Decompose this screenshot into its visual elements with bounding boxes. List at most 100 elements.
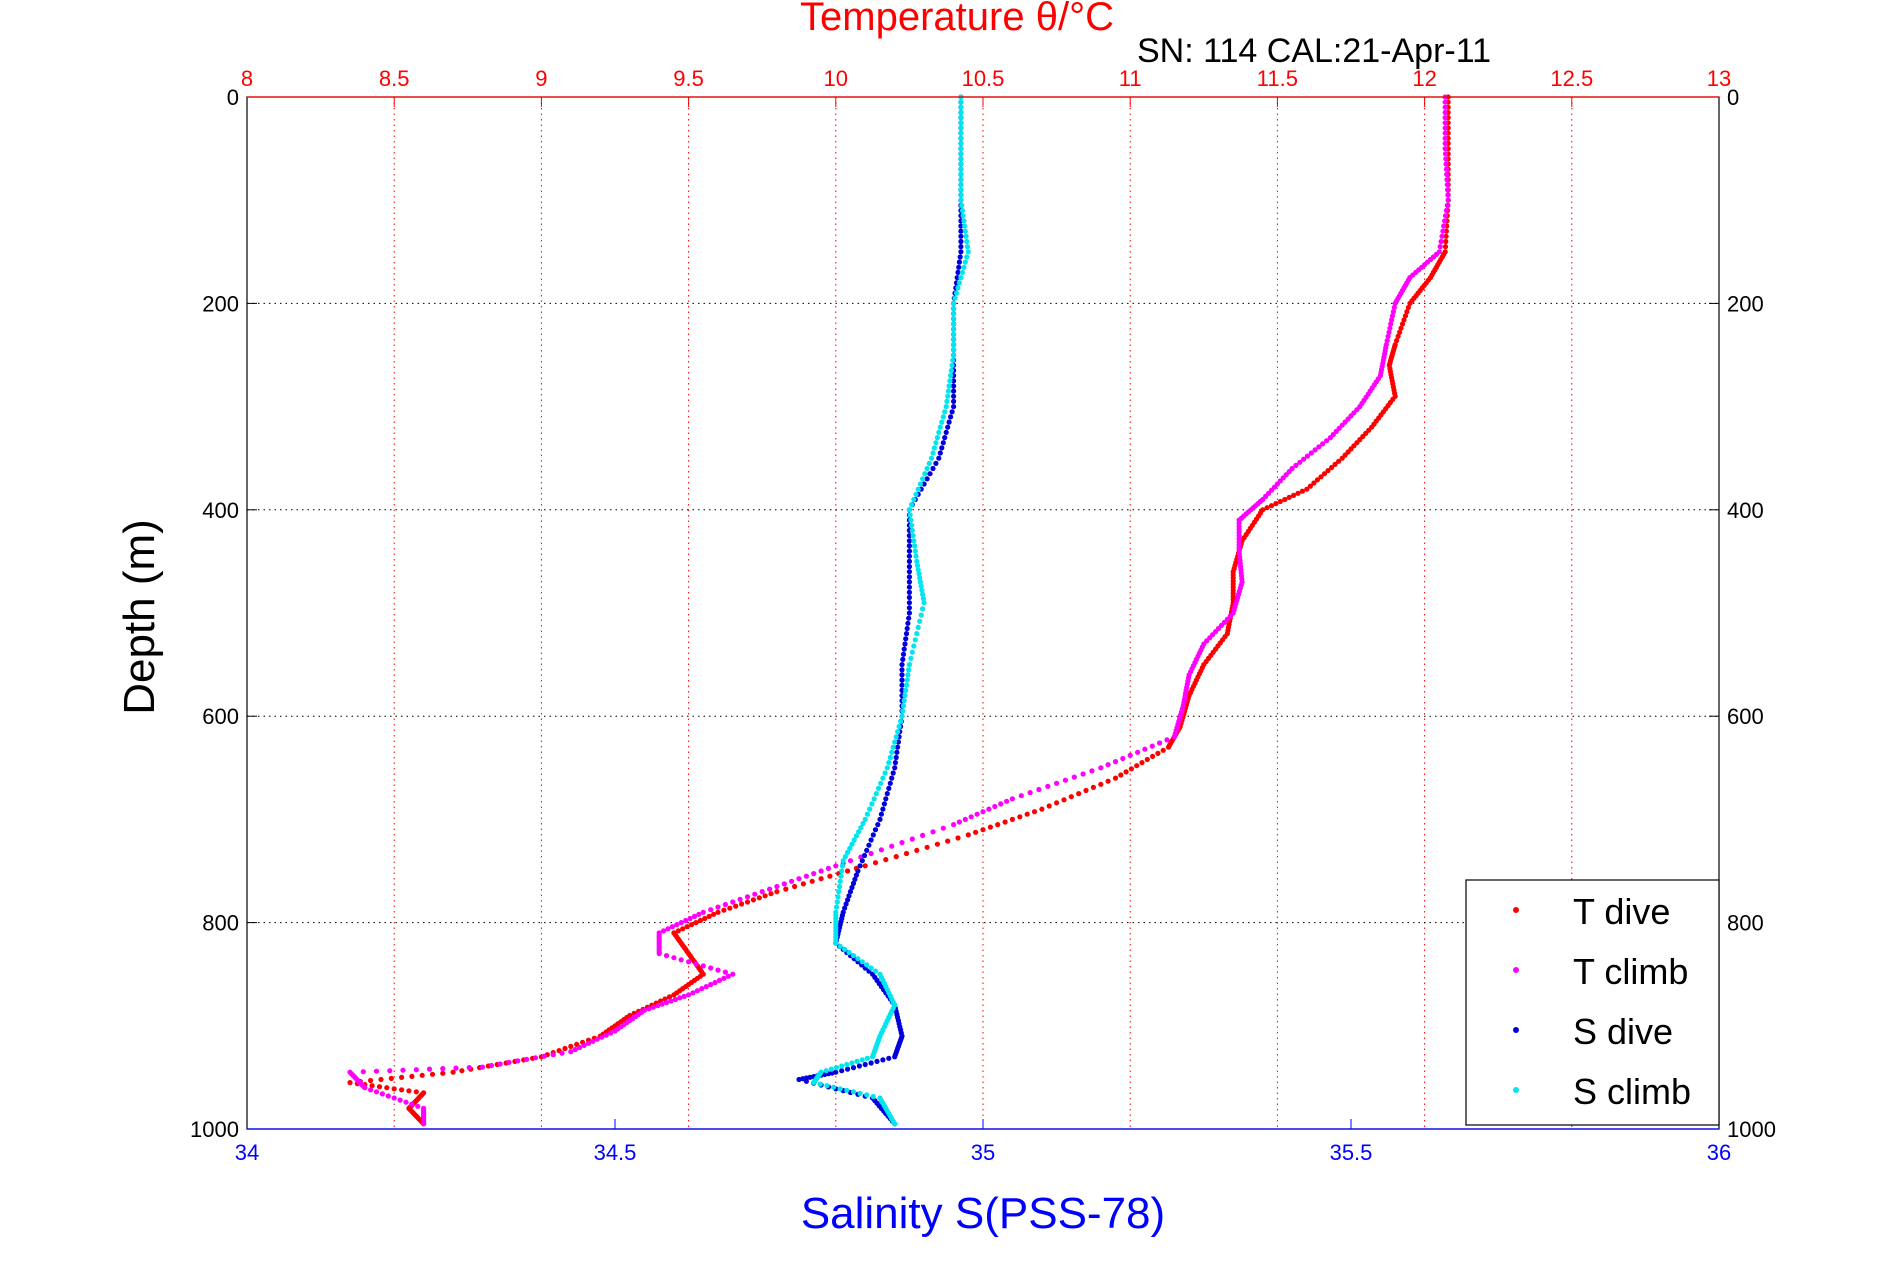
data-point (1024, 811, 1030, 817)
data-point (387, 1068, 393, 1074)
data-point (1264, 505, 1270, 511)
data-point (683, 917, 689, 924)
data-point (917, 618, 923, 624)
data-point (1384, 338, 1390, 344)
data-point (951, 383, 957, 389)
depth-tick-label-right: 200 (1727, 291, 1764, 316)
data-point (892, 1054, 898, 1060)
data-point (1442, 218, 1448, 224)
data-point (940, 414, 946, 420)
data-point (675, 928, 681, 934)
data-point (909, 836, 915, 842)
data-point (426, 1066, 433, 1072)
data-point (886, 785, 892, 792)
depth-tick-label-left: 600 (202, 704, 239, 729)
data-point (973, 829, 979, 835)
data-point (1031, 809, 1038, 815)
data-point (878, 811, 885, 817)
data-point (892, 760, 899, 766)
data-point (895, 744, 901, 750)
data-point (1387, 325, 1393, 331)
data-point (715, 967, 721, 973)
data-point (878, 847, 885, 853)
data-point (833, 1065, 840, 1071)
data-point (864, 847, 870, 854)
data-point (958, 182, 964, 188)
data-point (722, 901, 729, 908)
data-point (958, 109, 964, 116)
data-point (818, 868, 824, 874)
data-point (924, 844, 930, 850)
data-point (1062, 777, 1068, 783)
data-point (844, 1061, 850, 1068)
data-point (694, 988, 701, 994)
data-point (893, 754, 899, 761)
data-point (594, 1036, 600, 1042)
data-point (892, 765, 898, 771)
data-point (711, 911, 717, 917)
data-point (868, 837, 874, 843)
data-point (955, 269, 961, 275)
data-point (909, 522, 915, 528)
data-point (1098, 781, 1104, 787)
data-point (1080, 771, 1086, 777)
data-point (646, 1006, 652, 1012)
data-point (702, 915, 708, 922)
data-point (700, 909, 706, 915)
data-point (930, 450, 936, 456)
data-point (953, 290, 960, 296)
data-point (668, 998, 674, 1004)
data-point (1441, 223, 1447, 229)
data-point (672, 996, 679, 1003)
data-point (870, 832, 876, 838)
temperature-tick-label: 12.5 (1550, 66, 1593, 91)
data-point (899, 662, 905, 668)
data-point (948, 367, 955, 374)
data-point (906, 538, 913, 544)
data-point (842, 854, 849, 860)
data-point (1071, 774, 1077, 780)
data-point (849, 884, 855, 891)
data-point (789, 878, 795, 884)
data-point (479, 1064, 486, 1070)
data-point (1407, 300, 1413, 306)
data-point (577, 1044, 583, 1051)
data-point (951, 336, 957, 343)
data-point (796, 1076, 802, 1083)
data-point (686, 959, 692, 965)
data-point (1444, 177, 1450, 183)
data-point (1139, 760, 1145, 766)
data-point (1142, 746, 1148, 752)
data-point (934, 841, 941, 847)
data-point (964, 254, 970, 260)
salinity-tick-label: 35 (971, 1140, 995, 1165)
data-point (915, 567, 921, 573)
data-point (958, 187, 964, 193)
data-point (859, 959, 865, 965)
data-point (862, 816, 868, 823)
data-point (855, 868, 861, 874)
data-point (875, 822, 881, 828)
data-point (895, 739, 902, 745)
data-point (409, 1101, 415, 1107)
data-point (800, 881, 807, 887)
data-point (899, 840, 905, 846)
data-point (949, 362, 955, 368)
data-point (933, 460, 939, 466)
data-point (906, 569, 913, 575)
data-point (855, 956, 861, 962)
data-point (965, 249, 971, 255)
data-point (572, 1046, 578, 1053)
data-point (934, 435, 941, 441)
data-point (1316, 444, 1322, 450)
depth-tick-label-left: 0 (227, 85, 239, 110)
data-point (730, 971, 736, 977)
data-point (904, 677, 910, 683)
data-point (656, 951, 662, 957)
data-point (839, 863, 846, 869)
legend-box (1465, 879, 1720, 1126)
data-point (939, 445, 945, 451)
data-point (951, 347, 957, 353)
data-point (1105, 762, 1111, 768)
